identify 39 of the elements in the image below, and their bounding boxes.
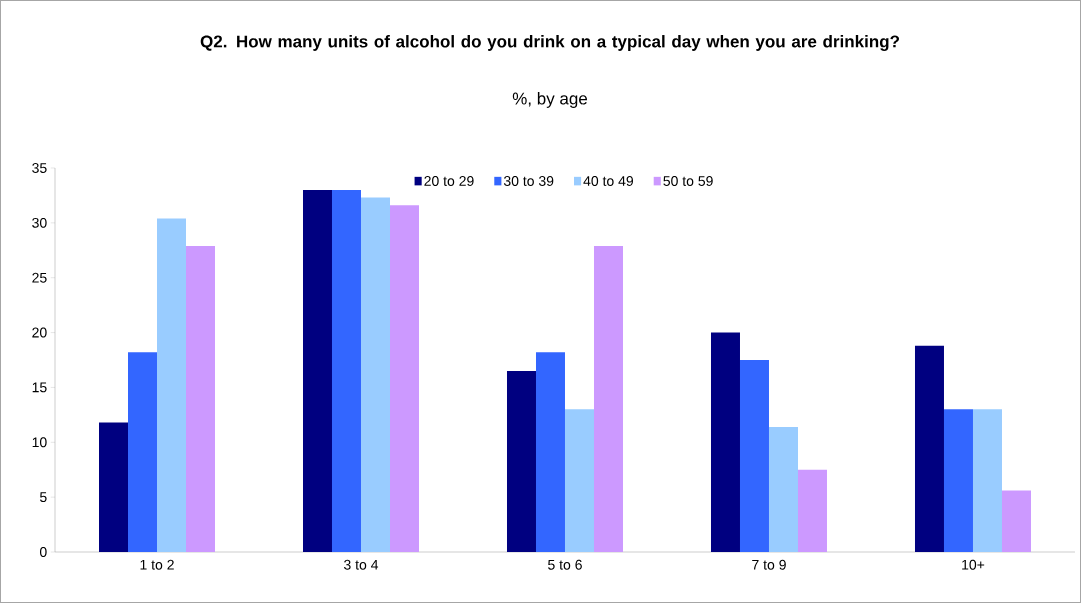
bar xyxy=(332,189,361,552)
y-tick-label: 30 xyxy=(32,217,47,228)
bar xyxy=(943,409,973,552)
bar xyxy=(914,345,944,552)
x-tick-label: 7 to 9 xyxy=(752,559,786,570)
bar xyxy=(99,422,128,552)
bar xyxy=(768,426,798,552)
bar xyxy=(710,332,740,552)
legend-label: 50 to 59 xyxy=(663,176,713,186)
bar xyxy=(972,409,1002,552)
legend-label: 40 to 49 xyxy=(583,176,634,186)
y-tick-label: 35 xyxy=(32,163,47,173)
x-tick-label: 3 to 4 xyxy=(344,559,379,570)
bar xyxy=(506,370,536,552)
bar xyxy=(593,245,623,552)
bar xyxy=(1001,490,1031,552)
y-tick-label: 15 xyxy=(32,382,47,393)
bar xyxy=(390,205,419,552)
bar xyxy=(157,218,186,552)
y-tick-label: 25 xyxy=(32,272,47,283)
bar xyxy=(361,197,390,552)
chart-title: Q2. How many units of alcohol do you drink on a typical day when you are drinking? xyxy=(200,35,900,51)
y-tick-label: 5 xyxy=(39,492,47,503)
y-tick-label: 20 xyxy=(32,327,47,338)
bar xyxy=(128,352,157,552)
bar xyxy=(536,352,565,552)
bar xyxy=(303,189,332,552)
x-tick-label: 1 to 2 xyxy=(140,559,174,570)
bar xyxy=(564,409,594,552)
legend-label: 20 to 29 xyxy=(424,176,474,186)
chart-subtitle: %, by age xyxy=(512,92,588,108)
y-tick-label: 0 xyxy=(39,547,47,557)
x-tick-label: 10+ xyxy=(962,559,985,570)
bar xyxy=(739,360,769,552)
bar xyxy=(186,245,215,552)
x-tick-label: 5 to 6 xyxy=(548,559,582,570)
y-tick-label: 10 xyxy=(32,437,47,448)
bar xyxy=(797,469,827,552)
legend-label: 30 to 39 xyxy=(503,176,554,186)
